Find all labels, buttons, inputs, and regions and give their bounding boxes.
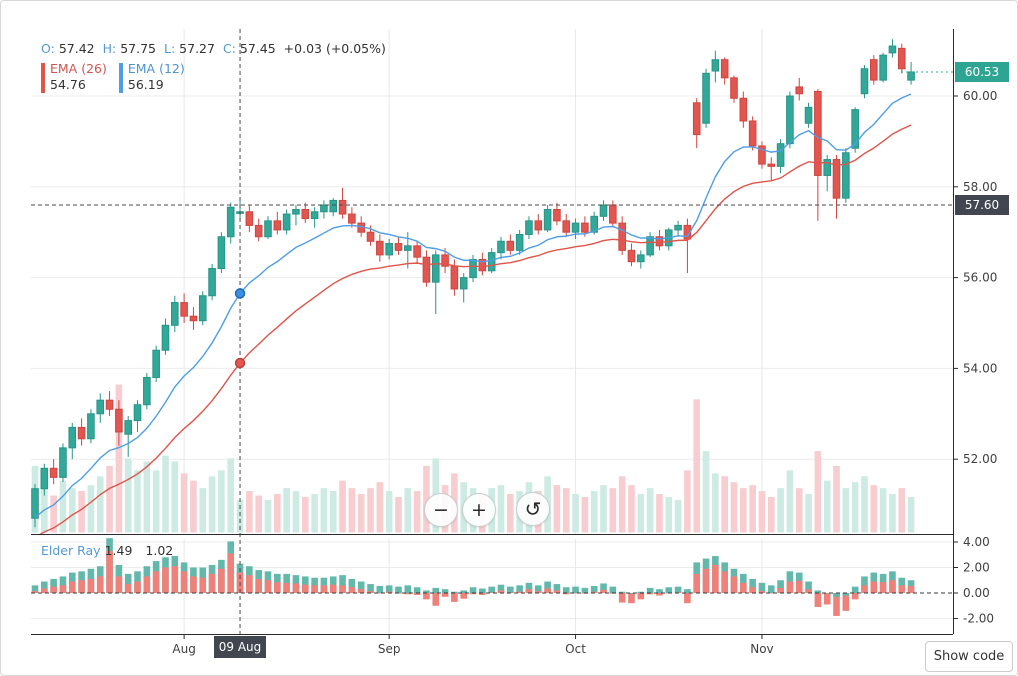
svg-text:Sep: Sep (378, 642, 401, 656)
svg-text:60.00: 60.00 (963, 89, 997, 103)
ohlc-high-label: H: (102, 41, 117, 56)
ohlc-open-value: 57.42 (58, 41, 95, 56)
svg-text:Aug: Aug (172, 642, 195, 656)
ema26-label: EMA (26) (50, 61, 107, 76)
ema12-value: 56.19 (127, 77, 164, 93)
svg-text:2.00: 2.00 (963, 561, 990, 575)
svg-text:0.00: 0.00 (963, 586, 990, 600)
elder-ray-value-2: 1.02 (145, 543, 174, 558)
ohlc-low-value: 57.27 (179, 41, 215, 56)
ema26-line (39, 124, 912, 534)
ohlc-change-value: +0.03 (+0.05%) (283, 41, 386, 56)
crosshair-price-badge: 57.60 (955, 194, 1009, 215)
last-price-badge: 60.53 (955, 61, 1009, 82)
zoom-in-button[interactable]: + (462, 493, 496, 527)
minus-icon: − (433, 498, 449, 521)
axes: 60.00 58.00 56.00 54.00 52.00 4.00 2.00 0.00 -2.… (31, 29, 997, 656)
ema12-line (34, 93, 912, 519)
ema26-value: 54.76 (50, 77, 86, 93)
ema-lines (34, 93, 912, 534)
svg-text:Nov: Nov (750, 642, 773, 656)
ohlc-low-label: L: (164, 41, 176, 56)
ohlc-close-label: C: (222, 41, 236, 56)
svg-text:52.00: 52.00 (963, 452, 997, 466)
elder-ray-value-1: 1.49 (104, 543, 133, 558)
ohlc-high-value: 57.75 (120, 41, 157, 56)
legend: EMA (26) 54.76 EMA (12) 56.19 (41, 61, 185, 94)
crosshair-date-badge: 09 Aug (214, 636, 267, 658)
ohlc-close-value: 57.45 (239, 41, 276, 56)
candle-series (31, 39, 915, 528)
svg-text:56.00: 56.00 (963, 271, 997, 285)
svg-text:Oct: Oct (565, 642, 586, 656)
svg-text:-2.00: -2.00 (963, 612, 994, 626)
reset-icon: ↺ (524, 497, 542, 521)
ema12-crosshair-dot (234, 288, 246, 299)
elder-ray-readout: Elder Ray 1.49 1.02 (41, 543, 173, 558)
legend-ema26: EMA (26) 54.76 (41, 61, 107, 94)
ema12-label: EMA (12) (127, 61, 185, 76)
show-code-button[interactable]: Show code (925, 641, 1013, 672)
plus-icon: + (471, 498, 487, 521)
ema26-swatch (41, 63, 45, 93)
crosshair (31, 29, 953, 634)
zoom-out-button[interactable]: − (424, 493, 458, 527)
gridlines (31, 29, 953, 634)
reset-zoom-button[interactable]: ↺ (516, 492, 550, 526)
svg-text:54.00: 54.00 (963, 361, 997, 375)
ohlc-readout: O: 57.42 H: 57.75 L: 57.27 C: 57.45 +0.0… (41, 41, 390, 56)
ohlc-open-label: O: (41, 41, 55, 56)
elder-ray-series (31, 538, 953, 616)
svg-text:58.00: 58.00 (963, 180, 997, 194)
ema26-crosshair-dot (234, 357, 246, 369)
legend-ema12: EMA (12) 56.19 (118, 61, 185, 94)
elder-ray-label: Elder Ray (41, 543, 101, 558)
svg-text:4.00: 4.00 (963, 535, 990, 549)
ema12-swatch (118, 63, 123, 93)
